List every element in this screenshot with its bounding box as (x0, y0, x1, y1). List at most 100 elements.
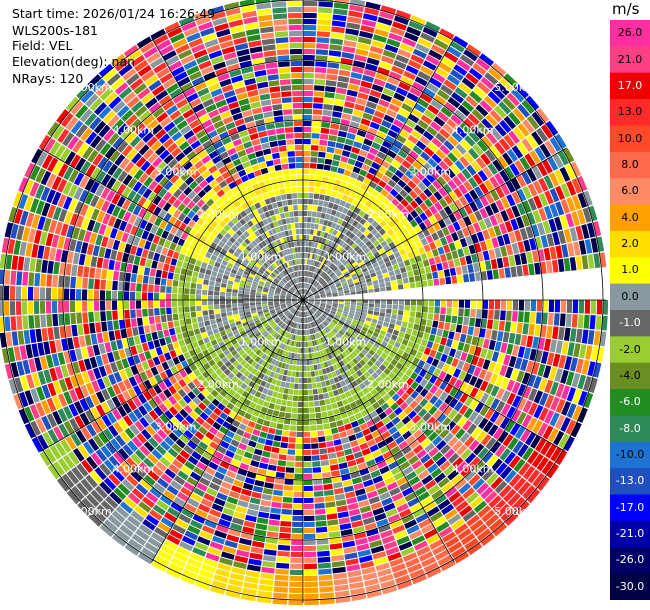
velocity-gate (417, 491, 430, 502)
velocity-gate (98, 246, 106, 258)
velocity-gate (246, 508, 259, 517)
velocity-gate (285, 473, 294, 479)
velocity-gate (378, 411, 388, 420)
velocity-gate (453, 332, 461, 341)
velocity-gate (374, 328, 381, 334)
velocity-gate (304, 557, 317, 564)
velocity-gate (322, 109, 333, 117)
velocity-gate (272, 324, 278, 330)
velocity-gate (315, 49, 329, 56)
velocity-gate (258, 372, 265, 380)
velocity-gate (393, 451, 404, 460)
velocity-gate (342, 479, 353, 487)
velocity-gate (353, 330, 360, 336)
velocity-gate (273, 110, 283, 117)
velocity-gate (344, 448, 353, 456)
velocity-gate (434, 398, 443, 409)
velocity-gate (362, 572, 378, 581)
velocity-gate (261, 360, 267, 367)
velocity-gate (394, 530, 408, 540)
velocity-gate (93, 289, 100, 300)
velocity-gate (399, 508, 412, 518)
velocity-gate (251, 164, 260, 172)
velocity-gate (314, 187, 321, 194)
velocity-gate (368, 349, 376, 356)
velocity-gate (296, 168, 303, 175)
velocity-gate (285, 406, 292, 413)
velocity-gate (275, 472, 285, 479)
velocity-gate (296, 425, 303, 432)
velocity-gate (508, 473, 522, 488)
velocity-gate (262, 555, 276, 562)
velocity-gate (289, 307, 294, 311)
velocity-gate (41, 259, 48, 273)
velocity-gate (327, 62, 340, 69)
velocity-gate (230, 459, 241, 468)
velocity-gate (145, 333, 153, 342)
velocity-gate (250, 335, 257, 341)
velocity-gate (127, 492, 141, 505)
velocity-gate (77, 324, 84, 336)
velocity-gate (394, 407, 403, 416)
velocity-gate (279, 322, 285, 328)
velocity-gate (249, 497, 261, 505)
velocity-gate (405, 471, 417, 481)
velocity-gate (307, 211, 312, 217)
velocity-gate (294, 316, 298, 322)
velocity-gate (333, 578, 348, 586)
velocity-gate (361, 511, 374, 520)
velocity-gate (339, 319, 345, 324)
velocity-gate (96, 504, 111, 518)
velocity-gate (320, 212, 326, 219)
velocity-gate (202, 310, 209, 316)
velocity-gate (522, 485, 536, 500)
velocity-gate (187, 381, 196, 391)
velocity-gate (269, 337, 275, 343)
velocity-gate (276, 341, 282, 348)
velocity-gate (276, 423, 284, 430)
velocity-gate (351, 332, 358, 338)
velocity-gate (294, 467, 303, 474)
velocity-gate (516, 322, 523, 334)
velocity-gate (348, 312, 355, 317)
velocity-gate (297, 317, 300, 323)
velocity-gate (408, 476, 421, 486)
velocity-gate (371, 380, 379, 388)
velocity-gate (294, 223, 299, 229)
velocity-gate (174, 412, 185, 423)
velocity-gate (489, 411, 500, 423)
velocity-gate (374, 360, 382, 368)
velocity-gate (103, 477, 117, 491)
velocity-gate (312, 461, 321, 467)
velocity-gate (517, 311, 524, 323)
velocity-gate (439, 391, 449, 402)
velocity-gate (291, 72, 303, 79)
velocity-gate (374, 300, 381, 304)
velocity-gate (282, 503, 293, 509)
velocity-gate (296, 335, 300, 341)
velocity-gate (235, 505, 248, 514)
velocity-gate (431, 489, 444, 500)
velocity-gate (218, 518, 231, 528)
velocity-gate (299, 240, 303, 247)
velocity-gate (333, 105, 344, 112)
velocity-gate (141, 300, 148, 309)
velocity-gate (193, 369, 202, 378)
velocity-gate (398, 425, 409, 435)
velocity-gate (353, 531, 367, 540)
velocity-gate (299, 371, 303, 378)
velocity-gate (303, 431, 311, 438)
velocity-gate (123, 291, 130, 300)
velocity-gate (374, 455, 385, 464)
velocity-gate (422, 412, 432, 422)
velocity-gate (290, 308, 295, 313)
velocity-gate (202, 305, 208, 311)
velocity-gate (273, 483, 284, 491)
velocity-gate (313, 364, 318, 371)
velocity-gate (345, 370, 352, 377)
velocity-gate (197, 392, 206, 402)
velocity-gate (312, 205, 318, 211)
velocity-gate (264, 482, 274, 489)
velocity-gate (187, 425, 198, 435)
velocity-gate (464, 300, 471, 308)
